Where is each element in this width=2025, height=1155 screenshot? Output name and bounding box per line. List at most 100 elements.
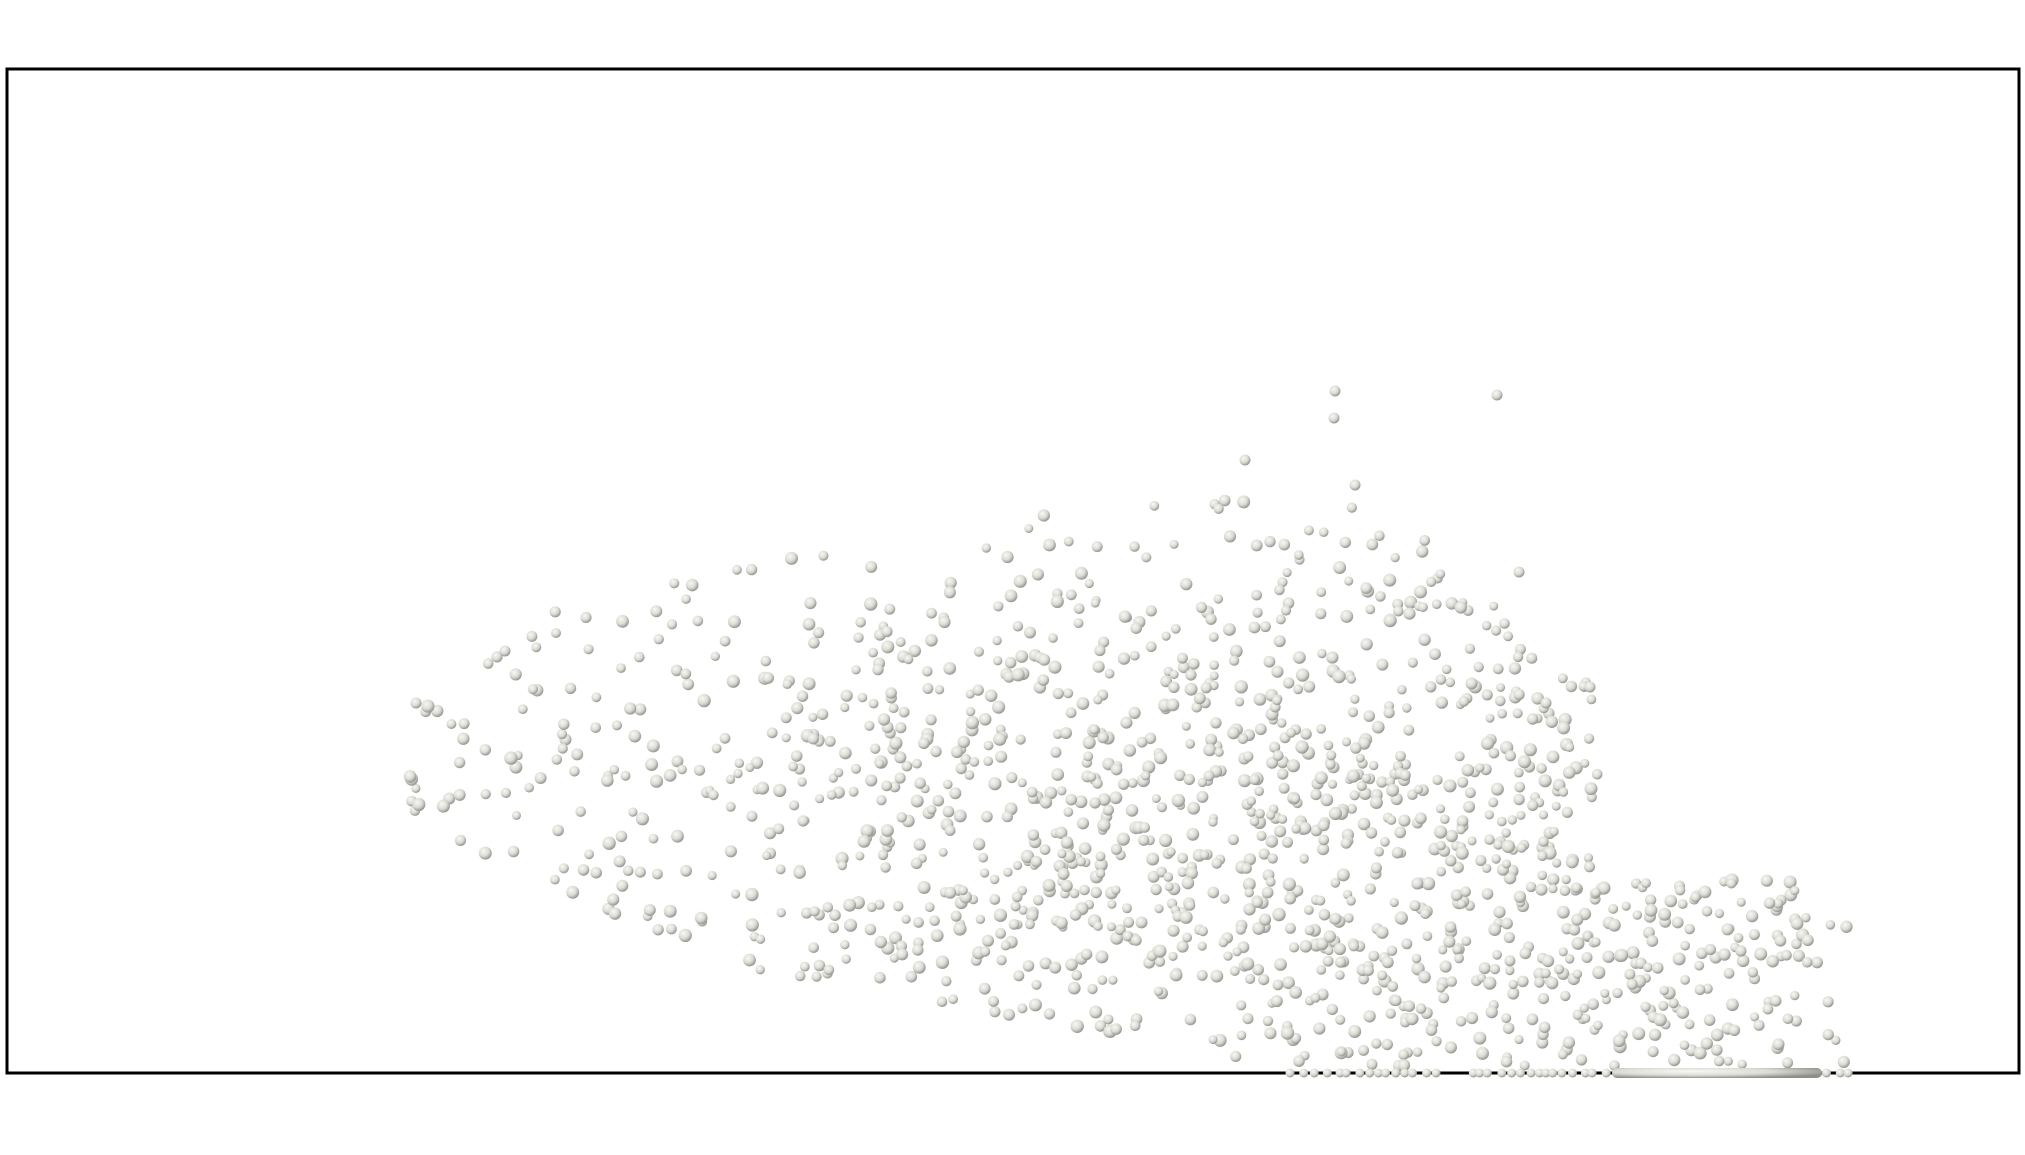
particle (1668, 1053, 1681, 1067)
particle (1391, 1068, 1401, 1078)
particle (524, 782, 534, 793)
particle (1253, 692, 1267, 706)
particle (1195, 601, 1208, 614)
particle (557, 743, 568, 754)
particle (1350, 742, 1362, 754)
particle (1166, 847, 1176, 857)
particle (1272, 750, 1284, 761)
particle (1004, 656, 1017, 669)
particle (479, 744, 491, 756)
particle (1445, 677, 1456, 688)
particle (1273, 635, 1286, 648)
particle (1323, 930, 1337, 943)
particle (1484, 810, 1495, 820)
particle (944, 886, 957, 899)
particle (1060, 727, 1072, 739)
particle (857, 692, 868, 703)
particle (708, 789, 719, 801)
particle (1726, 998, 1739, 1012)
particle (1584, 782, 1598, 796)
particle (1407, 657, 1418, 668)
particle (1592, 965, 1606, 980)
particle (1527, 799, 1539, 812)
particle (1039, 957, 1052, 970)
particle (1123, 744, 1137, 757)
particle (1069, 909, 1082, 921)
particle (1213, 503, 1224, 514)
particle (982, 934, 994, 947)
particle (988, 777, 1002, 791)
particle (1516, 810, 1526, 820)
particle (1236, 1000, 1247, 1011)
particle (1561, 806, 1573, 819)
particle (1223, 623, 1236, 636)
particle (1234, 680, 1248, 694)
particle (1282, 836, 1293, 848)
particle (1269, 741, 1281, 753)
particle (1227, 726, 1240, 740)
particle (1348, 1025, 1362, 1038)
particle (1259, 621, 1271, 633)
particle (454, 834, 467, 847)
particle (1372, 985, 1382, 996)
particle (1526, 713, 1539, 725)
particle (925, 714, 937, 726)
particle (766, 727, 778, 739)
particle (1271, 665, 1284, 678)
particle (1205, 733, 1218, 746)
particle (1258, 848, 1270, 860)
particle (1600, 988, 1610, 998)
particle (1049, 961, 1062, 974)
particle (1177, 661, 1190, 674)
particle (1398, 1059, 1411, 1072)
particle (1840, 920, 1853, 933)
particle (743, 953, 756, 967)
particle (762, 672, 774, 684)
particle (1282, 877, 1297, 891)
particle (1326, 1003, 1339, 1016)
particle (1071, 970, 1082, 981)
particle (1110, 1023, 1122, 1035)
particle (1322, 1068, 1332, 1078)
particle (1386, 945, 1398, 956)
particle (1558, 947, 1568, 957)
particle (1460, 886, 1471, 897)
particle (1171, 793, 1186, 808)
particle (1419, 535, 1431, 546)
particle (979, 868, 990, 878)
particle (979, 946, 991, 957)
particle (874, 935, 887, 949)
particle (1011, 668, 1025, 682)
particle (1333, 942, 1346, 956)
particle (480, 788, 491, 800)
particle (649, 774, 664, 788)
particle (1304, 925, 1315, 936)
particle (764, 827, 777, 840)
particle (1063, 536, 1074, 547)
particle (1377, 970, 1388, 981)
particle (1513, 688, 1525, 701)
particle (669, 578, 680, 589)
particle (575, 806, 586, 817)
particle (1376, 776, 1388, 788)
particle (1028, 998, 1042, 1012)
particle (1055, 826, 1068, 839)
particle (1282, 976, 1295, 990)
particle (1303, 525, 1314, 536)
particle (1316, 724, 1326, 734)
particle (1766, 954, 1779, 968)
particle (813, 959, 826, 972)
particle (1265, 877, 1276, 887)
particle (745, 763, 755, 772)
particle (571, 748, 584, 761)
particle (993, 908, 1008, 922)
particle (1272, 979, 1284, 991)
particle (1481, 888, 1494, 900)
particle (992, 635, 1002, 646)
particle (1092, 778, 1103, 789)
particle (1659, 985, 1669, 996)
particle (1024, 524, 1034, 533)
particle (1698, 885, 1712, 899)
particle (1290, 794, 1300, 804)
particle (1644, 894, 1657, 906)
